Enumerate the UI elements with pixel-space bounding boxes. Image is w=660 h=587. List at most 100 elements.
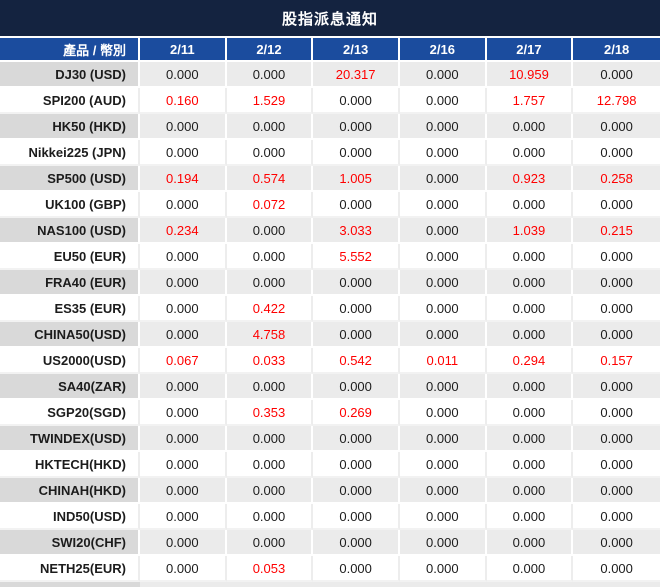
dividend-value-cell: 0.000 — [313, 140, 400, 166]
dividend-value-cell: 0.033 — [226, 348, 314, 374]
row-label: SGP20(SGD) — [0, 400, 140, 426]
dividend-value-cell: 0.574 — [226, 166, 314, 192]
dividend-value-cell: 0.294 — [486, 348, 574, 374]
partial-row-value-cells — [140, 582, 660, 587]
dividend-value-cell: 0.000 — [573, 192, 660, 218]
dividend-value-cell: 0.000 — [226, 114, 314, 140]
dividend-value-cell: 0.157 — [573, 348, 660, 374]
row-label: ES35 (EUR) — [0, 296, 140, 322]
dividend-value-cell: 0.234 — [140, 218, 227, 244]
dividend-value-cell: 1.039 — [486, 218, 574, 244]
dividend-value-cell: 0.000 — [573, 556, 660, 582]
partial-row-strip — [0, 582, 660, 587]
row-label: IND50(USD) — [0, 504, 140, 530]
dividend-value-cell: 0.215 — [573, 218, 660, 244]
dividend-value-cell: 0.000 — [226, 270, 314, 296]
table-row: IND50(USD) 0.000 0.000 0.000 0.000 0.000 0.000 — [0, 504, 660, 530]
dividend-value-cell: 0.000 — [486, 426, 574, 452]
partial-row-label-cell — [0, 582, 140, 587]
table-row: FRA40 (EUR) 0.000 0.000 0.000 0.000 0.000 0.00… — [0, 270, 660, 296]
dividend-value-cell: 0.000 — [226, 244, 314, 270]
dividend-value-cell: 0.000 — [399, 192, 487, 218]
dividend-value-cell: 0.000 — [486, 270, 574, 296]
dividend-value-cell: 0.000 — [313, 270, 400, 296]
dividend-value-cell: 0.000 — [140, 322, 227, 348]
dividend-value-cell: 0.000 — [399, 166, 487, 192]
row-label: FRA40 (EUR) — [0, 270, 140, 296]
dividend-value-cell: 0.000 — [573, 244, 660, 270]
dividend-value-cell: 0.000 — [486, 504, 574, 530]
date-column-header: 2/11 — [140, 36, 227, 62]
dividend-value-cell: 0.000 — [313, 374, 400, 400]
dividend-value-cell: 0.000 — [313, 114, 400, 140]
row-label: SP500 (USD) — [0, 166, 140, 192]
dividend-value-cell: 0.000 — [573, 426, 660, 452]
row-label: UK100 (GBP) — [0, 192, 140, 218]
product-currency-column-header: 產品 / 幣別 — [0, 36, 140, 62]
dividend-value-cell: 0.000 — [140, 530, 227, 556]
dividend-value-cell: 12.798 — [573, 88, 660, 114]
date-column-header: 2/12 — [226, 36, 314, 62]
dividend-value-cell: 0.000 — [140, 140, 227, 166]
dividend-value-cell: 0.000 — [573, 374, 660, 400]
table-row: CHINAH(HKD) 0.000 0.000 0.000 0.000 0.000 0.00… — [0, 478, 660, 504]
dividend-value-cell: 0.000 — [140, 478, 227, 504]
date-column-header: 2/18 — [573, 36, 660, 62]
date-column-header: 2/16 — [399, 36, 487, 62]
dividend-value-cell: 0.067 — [140, 348, 227, 374]
dividend-value-cell: 0.258 — [573, 166, 660, 192]
row-label: HKTECH(HKD) — [0, 452, 140, 478]
row-label: SPI200 (AUD) — [0, 88, 140, 114]
dividend-value-cell: 0.000 — [573, 400, 660, 426]
dividend-value-cell: 0.000 — [140, 114, 227, 140]
dividend-value-cell: 0.000 — [399, 504, 487, 530]
dividend-value-cell: 0.000 — [226, 374, 314, 400]
dividend-value-cell: 0.000 — [226, 452, 314, 478]
dividend-value-cell: 0.000 — [313, 296, 400, 322]
dividend-value-cell: 0.000 — [573, 530, 660, 556]
row-label: EU50 (EUR) — [0, 244, 140, 270]
dividend-value-cell: 0.000 — [313, 556, 400, 582]
dividend-value-cell: 0.000 — [573, 114, 660, 140]
dividend-value-cell: 1.005 — [313, 166, 400, 192]
dividend-value-cell: 20.317 — [313, 62, 400, 88]
dividend-value-cell: 0.000 — [226, 478, 314, 504]
dividend-value-cell: 0.000 — [140, 296, 227, 322]
dividend-value-cell: 0.072 — [226, 192, 314, 218]
dividend-value-cell: 0.000 — [486, 556, 574, 582]
dividend-value-cell: 0.000 — [573, 452, 660, 478]
dividend-value-cell: 0.000 — [226, 140, 314, 166]
dividend-value-cell: 0.000 — [399, 244, 487, 270]
table-row: UK100 (GBP) 0.000 0.072 0.000 0.000 0.000 0.00… — [0, 192, 660, 218]
dividend-value-cell: 0.000 — [573, 140, 660, 166]
table-row: SWI20(CHF) 0.000 0.000 0.000 0.000 0.000 0.000 — [0, 530, 660, 556]
dividend-value-cell: 0.000 — [313, 530, 400, 556]
dividend-value-cell: 0.000 — [486, 530, 574, 556]
page-title: 股指派息通知 — [0, 0, 660, 36]
dividend-value-cell: 0.000 — [399, 296, 487, 322]
row-label: SWI20(CHF) — [0, 530, 140, 556]
table-header-row: 產品 / 幣別 2/11 2/12 2/13 2/16 2/17 2/18 — [0, 36, 660, 62]
dividend-value-cell: 0.000 — [140, 192, 227, 218]
dividend-value-cell: 0.000 — [226, 426, 314, 452]
row-label: CHINAH(HKD) — [0, 478, 140, 504]
dividend-value-cell: 0.000 — [226, 504, 314, 530]
dividend-value-cell: 0.000 — [399, 452, 487, 478]
dividend-value-cell: 0.000 — [313, 88, 400, 114]
dividend-value-cell: 0.000 — [140, 374, 227, 400]
dividend-value-cell: 0.000 — [140, 400, 227, 426]
dividend-value-cell: 0.000 — [399, 426, 487, 452]
row-label: Nikkei225 (JPN) — [0, 140, 140, 166]
dividend-value-cell: 0.923 — [486, 166, 574, 192]
dividend-value-cell: 3.033 — [313, 218, 400, 244]
table-row: ES35 (EUR) 0.000 0.422 0.000 0.000 0.000 0.000 — [0, 296, 660, 322]
dividend-value-cell: 0.542 — [313, 348, 400, 374]
dividend-table: 產品 / 幣別 2/11 2/12 2/13 2/16 2/17 2/18 DJ30 (US… — [0, 36, 660, 582]
dividend-value-cell: 0.000 — [140, 556, 227, 582]
dividend-value-cell: 10.959 — [486, 62, 574, 88]
table-row: HKTECH(HKD) 0.000 0.000 0.000 0.000 0.000 0.00… — [0, 452, 660, 478]
dividend-value-cell: 0.000 — [399, 88, 487, 114]
dividend-value-cell: 1.757 — [486, 88, 574, 114]
table-row: Nikkei225 (JPN) 0.000 0.000 0.000 0.000 0.000… — [0, 140, 660, 166]
table-row: TWINDEX(USD) 0.000 0.000 0.000 0.000 0.000 0.0… — [0, 426, 660, 452]
